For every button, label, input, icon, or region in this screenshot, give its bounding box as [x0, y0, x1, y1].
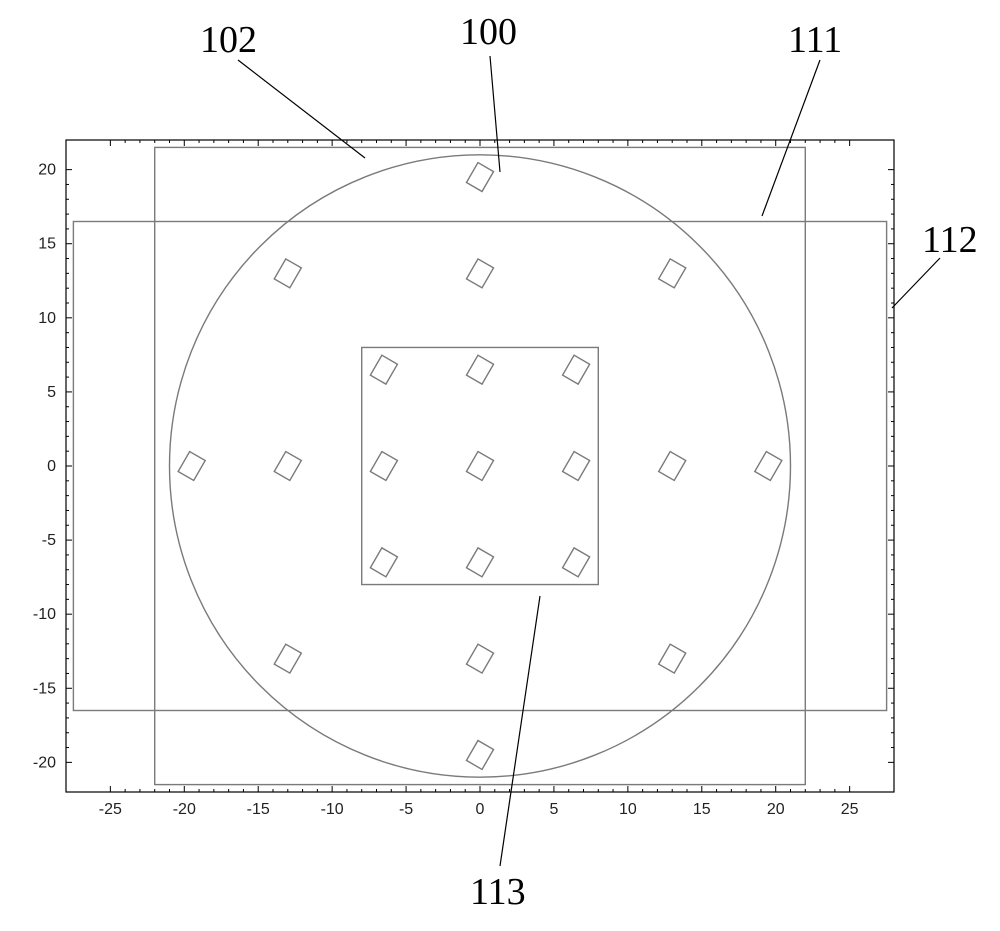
svg-text:-5: -5 [399, 801, 413, 818]
svg-text:0: 0 [47, 458, 56, 475]
svg-text:15: 15 [693, 801, 711, 818]
svg-text:-10: -10 [321, 801, 344, 818]
callout-102: 102 [200, 18, 257, 62]
svg-text:20: 20 [38, 162, 56, 179]
callout-112: 112 [922, 218, 978, 262]
svg-text:-20: -20 [33, 754, 56, 771]
svg-text:10: 10 [38, 310, 56, 327]
callout-100: 100 [460, 10, 517, 54]
svg-text:5: 5 [47, 384, 56, 401]
svg-text:10: 10 [619, 801, 637, 818]
figure-svg: -25 -20 -15 -10 -5 0 5 10 15 20 25 -20 -15 -10 -5 0 5 10 1… [0, 0, 1000, 926]
svg-text:15: 15 [38, 236, 56, 253]
svg-text:0: 0 [476, 801, 485, 818]
figure-stage: -25 -20 -15 -10 -5 0 5 10 15 20 25 -20 -15 -10 -5 0 5 10 1… [0, 0, 1000, 926]
svg-text:-25: -25 [99, 801, 122, 818]
svg-text:-15: -15 [33, 680, 56, 697]
svg-text:5: 5 [549, 801, 558, 818]
svg-text:-20: -20 [173, 801, 196, 818]
svg-text:-5: -5 [42, 532, 56, 549]
svg-text:20: 20 [767, 801, 785, 818]
callout-113: 113 [470, 870, 526, 914]
callout-111: 111 [788, 18, 842, 62]
svg-text:-10: -10 [33, 606, 56, 623]
svg-text:25: 25 [841, 801, 859, 818]
svg-text:-15: -15 [247, 801, 270, 818]
